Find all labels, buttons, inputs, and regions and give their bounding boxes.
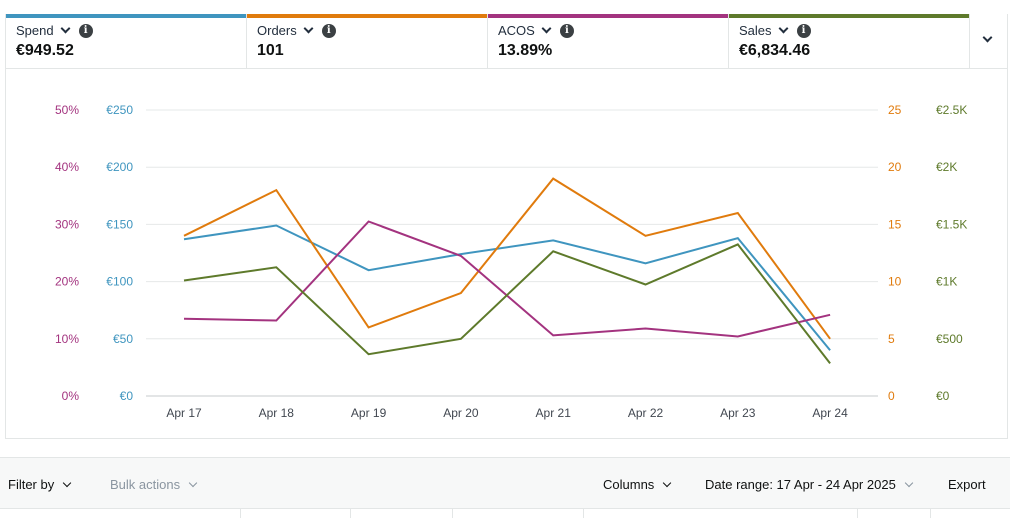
sales-axis-tick-label: €0 — [936, 389, 950, 403]
table-column-divider — [930, 509, 931, 518]
acos-axis-tick-label: 30% — [55, 217, 79, 231]
metric-label: Orders — [257, 23, 297, 38]
chevron-down-icon — [663, 478, 672, 487]
filter-by-label: Filter by — [8, 477, 55, 492]
metric-label-row: ACOS i — [498, 23, 574, 38]
x-axis-tick-label: Apr 19 — [351, 406, 387, 420]
spend-axis-tick-label: €50 — [113, 332, 133, 346]
acos-axis-tick-label: 40% — [55, 160, 79, 174]
metric-accent — [729, 14, 969, 18]
export-button[interactable]: Export — [948, 477, 986, 492]
chevron-down-icon[interactable] — [541, 23, 552, 33]
sales-axis-tick-label: €1K — [936, 275, 957, 289]
metric-accent — [247, 14, 487, 18]
chevron-down-icon — [188, 478, 198, 487]
metric-label: ACOS — [498, 23, 535, 38]
acos-axis-tick-label: 50% — [55, 103, 79, 117]
table-column-divider — [240, 509, 241, 518]
expand-metrics-button[interactable] — [970, 14, 1008, 68]
chevron-down-icon[interactable] — [60, 23, 71, 33]
table-header-strip — [0, 508, 1010, 518]
table-column-divider — [857, 509, 858, 518]
metric-label: Sales — [739, 23, 772, 38]
metric-accent — [6, 14, 246, 18]
columns-button[interactable]: Columns — [603, 477, 672, 492]
info-icon[interactable]: i — [78, 23, 93, 38]
orders-axis-tick-label: 5 — [888, 332, 895, 346]
x-axis-tick-label: Apr 18 — [259, 406, 295, 420]
orders-axis-tick-label: 0 — [888, 389, 895, 403]
series-line-spend — [183, 224, 831, 351]
sales-axis-tick-label: €500 — [936, 332, 963, 346]
metric-label-row: Spend i — [16, 23, 93, 38]
sales-axis-tick-label: €1.5K — [936, 217, 967, 231]
sales-axis-tick-label: €2.5K — [936, 103, 967, 117]
orders-axis-tick-label: 15 — [888, 217, 902, 231]
x-axis-tick-label: Apr 21 — [536, 406, 572, 420]
series-line-sales — [183, 243, 831, 365]
acos-axis-tick-label: 10% — [55, 332, 79, 346]
bulk-actions-button[interactable]: Bulk actions — [110, 477, 198, 492]
x-axis-tick-label: Apr 22 — [628, 406, 664, 420]
metric-orders[interactable]: Orders i 101 — [247, 14, 488, 68]
table-column-divider — [452, 509, 453, 518]
spend-axis-tick-label: €0 — [120, 389, 134, 403]
metric-label: Spend — [16, 23, 54, 38]
table-column-divider — [583, 509, 584, 518]
chevron-down-icon — [62, 478, 72, 487]
date-range-button[interactable]: Date range: 17 Apr - 24 Apr 2025 — [705, 477, 914, 492]
metrics-bar: Spend i €949.52 Orders i 101 ACOS i 13.8… — [5, 14, 1008, 69]
metric-label-row: Sales i — [739, 23, 811, 38]
table-toolbar: Filter by Bulk actions Columns Date rang… — [0, 457, 1010, 517]
acos-axis-tick-label: 20% — [55, 275, 79, 289]
x-axis-tick-label: Apr 24 — [812, 406, 848, 420]
spend-axis-tick-label: €250 — [106, 103, 133, 117]
chevron-down-icon — [904, 478, 914, 487]
chevron-down-icon[interactable] — [778, 23, 788, 33]
bulk-actions-label: Bulk actions — [110, 477, 181, 492]
metric-label-row: Orders i — [257, 23, 336, 38]
x-axis-tick-label: Apr 17 — [166, 406, 202, 420]
metric-spend[interactable]: Spend i €949.52 — [6, 14, 247, 68]
metric-accent — [488, 14, 728, 18]
metric-acos[interactable]: ACOS i 13.89% — [488, 14, 729, 68]
table-column-divider — [350, 509, 351, 518]
acos-axis-tick-label: 0% — [62, 389, 80, 403]
metric-sales[interactable]: Sales i €6,834.46 — [729, 14, 970, 68]
date-range-label: Date range: 17 Apr - 24 Apr 2025 — [705, 477, 896, 492]
columns-label: Columns — [603, 477, 655, 492]
export-label: Export — [948, 477, 986, 492]
info-icon[interactable]: i — [559, 23, 574, 38]
metric-value: €6,834.46 — [739, 42, 811, 59]
orders-axis-tick-label: 20 — [888, 160, 902, 174]
chart-card: 0% 10% 20% 30% 40% 50% €0 €50 €100 €150 €200 €250 0 5… — [5, 69, 1008, 439]
performance-chart: 0% 10% 20% 30% 40% 50% €0 €50 €100 €150 €200 €250 0 5… — [55, 103, 967, 420]
spend-axis-tick-label: €200 — [106, 160, 133, 174]
metric-value: 13.89% — [498, 42, 553, 59]
filter-by-button[interactable]: Filter by — [8, 477, 72, 492]
spend-axis-tick-label: €100 — [106, 275, 133, 289]
chevron-down-icon — [982, 32, 993, 43]
x-axis-tick-label: Apr 23 — [720, 406, 756, 420]
info-icon[interactable]: i — [321, 23, 336, 38]
orders-axis-tick-label: 10 — [888, 275, 902, 289]
series-line-orders — [183, 177, 831, 340]
chevron-down-icon[interactable] — [303, 23, 314, 33]
sales-axis-tick-label: €2K — [936, 160, 957, 174]
metric-value: 101 — [257, 42, 284, 59]
metric-value: €949.52 — [16, 42, 74, 59]
spend-axis-tick-label: €150 — [106, 217, 133, 231]
x-axis-tick-label: Apr 20 — [443, 406, 479, 420]
orders-axis-tick-label: 25 — [888, 103, 902, 117]
info-icon[interactable]: i — [796, 23, 811, 38]
